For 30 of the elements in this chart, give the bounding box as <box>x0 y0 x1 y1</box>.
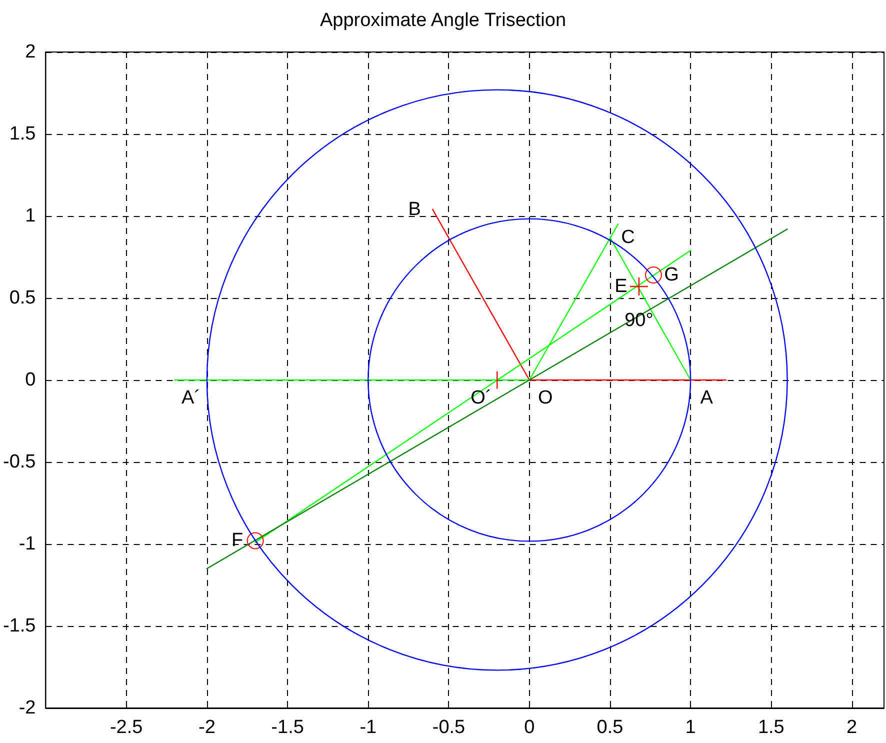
annotation: A´ <box>181 388 200 408</box>
annotation: C <box>621 226 635 248</box>
x-tick-label: -1.5 <box>271 717 304 738</box>
annotation: 90° <box>624 310 654 332</box>
x-tick-label: -2 <box>198 717 216 738</box>
y-tick-label: 2 <box>25 42 36 62</box>
y-tick-label: -2 <box>18 698 36 718</box>
y-tick-label: -1 <box>18 534 36 554</box>
x-tick-label: 0.5 <box>596 717 624 738</box>
y-tick-label: -1.5 <box>2 616 36 636</box>
annotation: A <box>700 388 714 408</box>
annotation: O´ <box>470 388 492 408</box>
annotation: O <box>538 388 553 408</box>
x-tick-label: -1 <box>360 717 377 738</box>
y-tick-label: 1 <box>25 206 36 226</box>
annotation: G <box>664 264 679 286</box>
x-tick-label: 0 <box>524 717 535 738</box>
annotation: B <box>408 198 421 220</box>
x-tick-label: 2 <box>846 717 858 738</box>
y-tick-label: 1.5 <box>9 124 36 144</box>
chart-title: Approximate Angle Trisection <box>320 10 566 31</box>
x-tick-label: -2.5 <box>110 717 143 738</box>
x-tick-label: -0.5 <box>432 717 466 738</box>
x-tick-label: 1.5 <box>758 717 784 738</box>
x-tick-label: 1 <box>685 717 696 738</box>
annotation: E <box>614 276 628 298</box>
y-tick-label: -0.5 <box>2 452 36 472</box>
y-tick-label: 0.5 <box>9 288 36 308</box>
y-tick-label: 0 <box>25 370 36 390</box>
annotation: F <box>232 530 244 552</box>
